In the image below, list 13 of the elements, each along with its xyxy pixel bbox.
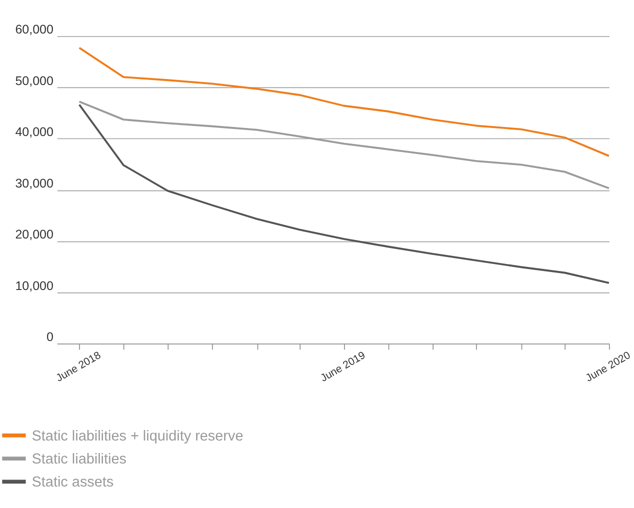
x-tick-label: June 2019 [318, 349, 368, 385]
legend-label: Static liabilities [32, 451, 126, 468]
legend-label: Static assets [32, 474, 114, 491]
y-tick-label: 50,000 [15, 74, 54, 88]
y-tick-label: 20,000 [15, 228, 54, 242]
y-tick-label: 30,000 [15, 176, 54, 190]
legend-label: Static liabilities + liquidity reserve [32, 428, 244, 444]
x-tick-label: June 2020 [584, 349, 633, 385]
y-tick-label: 40,000 [15, 125, 54, 140]
y-tick-label: 0 [46, 330, 54, 344]
y-tick-label: 10,000 [15, 278, 54, 293]
y-tick-label: 60,000 [15, 22, 54, 37]
x-tick-label: June 2018 [54, 349, 104, 385]
